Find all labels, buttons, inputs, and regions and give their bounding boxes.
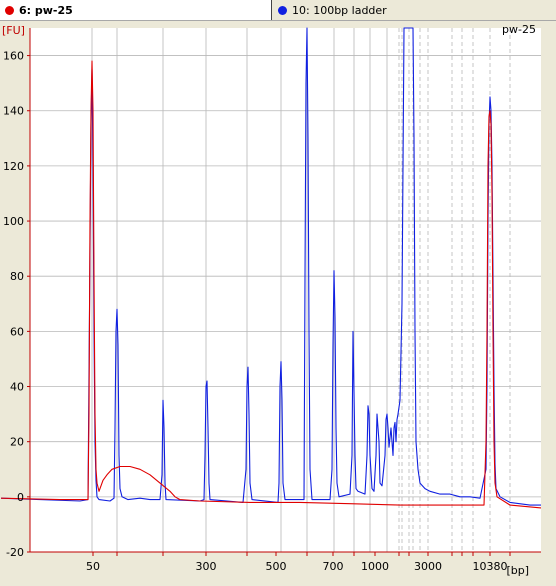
y-tick-label: 20: [10, 436, 24, 449]
x-tick-label: 1000: [361, 560, 389, 573]
series-group: [0, 27, 542, 509]
y-tick-label: 140: [3, 105, 24, 118]
sample-trace: [0, 60, 542, 509]
x-unit-label: [bp]: [506, 564, 529, 577]
y-unit-label: [FU]: [2, 24, 25, 37]
tab-label: 10: 100bp ladder: [292, 3, 387, 17]
y-tick-label: 60: [10, 325, 24, 338]
x-tick-label: 3000: [414, 560, 442, 573]
ladder-trace: [0, 27, 541, 506]
sample-label: pw-25: [502, 23, 536, 36]
electropherogram-chart: -20 0 20 40 60 80 100 120 140 160 50 300 500 700 1000 3…: [0, 23, 542, 577]
tab-sample-pw25[interactable]: 6: pw-25: [0, 0, 272, 20]
x-tick-label: 10380: [473, 560, 508, 573]
y-tick-label: 160: [3, 50, 24, 63]
tab-label: 6: pw-25: [19, 3, 73, 17]
y-tick-label: 0: [17, 491, 24, 504]
ladder-dot-icon: [278, 5, 287, 15]
y-tick-label: 120: [3, 160, 24, 173]
y-tick-label: 80: [10, 270, 24, 283]
sample-dot-icon: [5, 5, 14, 15]
x-tick-label: 700: [323, 560, 344, 573]
y-tick-label: 40: [10, 381, 24, 394]
plot-area: [30, 28, 541, 552]
tick-labels: -20 0 20 40 60 80 100 120 140 160 50 300 500 700 1000 3…: [3, 50, 511, 573]
tab-sample-ladder[interactable]: 10: 100bp ladder: [273, 0, 556, 20]
y-tick-label: -20: [6, 546, 24, 559]
x-tick-label: 50: [86, 560, 100, 573]
x-tick-label: 500: [266, 560, 287, 573]
tab-bar: 6: pw-25 10: 100bp ladder: [0, 0, 556, 21]
y-tick-label: 100: [3, 215, 24, 228]
x-tick-label: 300: [196, 560, 217, 573]
